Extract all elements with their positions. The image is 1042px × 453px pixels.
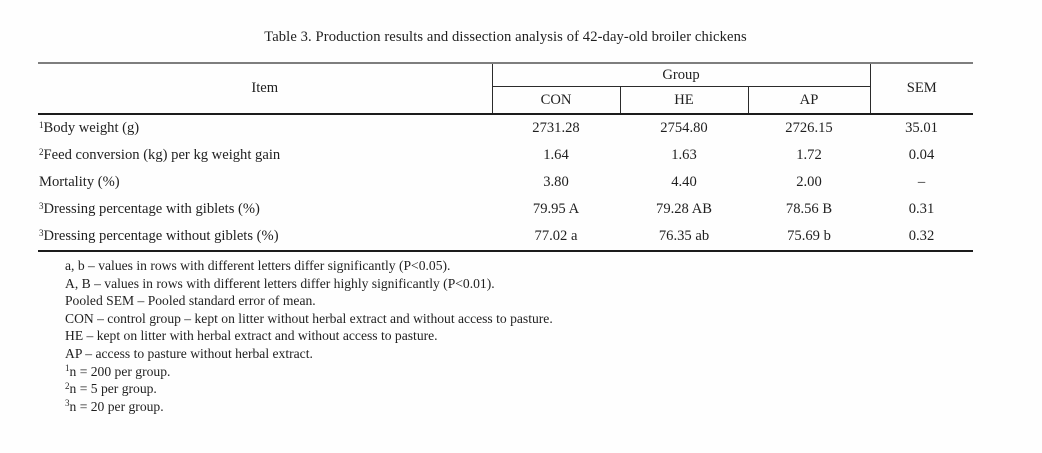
footnote-text: n = 5 per group. bbox=[69, 381, 157, 397]
cell-con: 79.95 A bbox=[532, 201, 580, 217]
production-results-table: Item Group SEM CON HE AP 1Body weight (g… bbox=[38, 62, 973, 252]
cell-he: 79.28 AB bbox=[656, 201, 712, 217]
footnote-marker: 3 bbox=[39, 200, 44, 211]
footnote-line: 1n = 200 per group. bbox=[65, 363, 553, 381]
cell-he: 4.40 bbox=[671, 174, 697, 190]
footnote-marker: 3 bbox=[65, 398, 70, 409]
footnote-text: Pooled SEM – Pooled standard error of me… bbox=[65, 293, 316, 309]
column-header-sem: SEM bbox=[869, 63, 973, 115]
footnote-marker: 2 bbox=[65, 380, 70, 391]
row-label-text: Mortality (%) bbox=[39, 174, 120, 190]
footnote-text: AP – access to pasture without herbal ex… bbox=[65, 345, 313, 361]
table-title: Table 3. Production results and dissecti… bbox=[264, 29, 747, 45]
footnote-text: n = 20 per group. bbox=[69, 398, 164, 414]
row-label: Mortality (%) bbox=[38, 169, 492, 196]
row-label: 1Body weight (g) bbox=[38, 114, 492, 142]
cell-ap: 2726.15 bbox=[785, 120, 833, 136]
cell-con: 1.64 bbox=[543, 147, 569, 163]
footnote-marker: 2 bbox=[39, 146, 44, 157]
table-row: 1Body weight (g) 2731.28 2754.80 2726.15… bbox=[38, 114, 973, 142]
table-footnotes: a, b – values in rows with different let… bbox=[65, 257, 553, 415]
table-row: 2Feed conversion (kg) per kg weight gain… bbox=[38, 142, 973, 169]
cell-con: 3.80 bbox=[543, 174, 569, 190]
row-label: 3Dressing percentage without giblets (%) bbox=[38, 223, 492, 252]
row-label-text: Feed conversion (kg) per kg weight gain bbox=[43, 147, 281, 163]
column-header-ap: AP bbox=[748, 86, 870, 115]
column-header-con: CON bbox=[492, 86, 621, 115]
table-body: 1Body weight (g) 2731.28 2754.80 2726.15… bbox=[38, 114, 973, 252]
column-header-item: Item bbox=[38, 63, 493, 115]
cell-sem: 0.32 bbox=[870, 223, 973, 252]
table-row: Mortality (%) 3.80 4.40 2.00 – bbox=[38, 169, 973, 196]
cell-ap: 1.72 bbox=[796, 147, 822, 163]
footnote-text: a, b – values in rows with different let… bbox=[65, 258, 451, 273]
footnote-text: HE – kept on litter with herbal extract … bbox=[65, 328, 438, 344]
footnote-marker: 1 bbox=[65, 363, 70, 374]
footnote-line: 3n = 20 per group. bbox=[65, 398, 553, 416]
row-label-text: Dressing percentage with giblets (%) bbox=[43, 201, 260, 217]
table-header: Item Group SEM CON HE AP bbox=[38, 63, 973, 115]
footnote-line: HE – kept on litter with herbal extract … bbox=[65, 327, 553, 345]
footnote-line: Pooled SEM – Pooled standard error of me… bbox=[65, 292, 553, 310]
footnote-marker: 1 bbox=[39, 119, 44, 130]
cell-sem: 0.31 bbox=[908, 201, 935, 217]
row-label-text: Body weight (g) bbox=[43, 120, 140, 136]
footnote-text: n = 200 per group. bbox=[69, 363, 171, 379]
cell-ap: 78.56 B bbox=[785, 201, 833, 217]
footnote-text: CON – control group – kept on litter wit… bbox=[65, 310, 553, 326]
cell-sem: 0.04 bbox=[908, 147, 935, 163]
cell-con: 77.02 a bbox=[492, 223, 620, 252]
footnote-line: a, b – values in rows with different let… bbox=[65, 257, 553, 275]
table-row: 3Dressing percentage without giblets (%)… bbox=[38, 223, 973, 252]
footnote-text: A, B – values in rows with different let… bbox=[65, 275, 495, 291]
cell-sem: – bbox=[917, 174, 926, 190]
cell-con: 2731.28 bbox=[532, 120, 580, 136]
footnote-line: AP – access to pasture without herbal ex… bbox=[65, 345, 553, 363]
footnote-line: A, B – values in rows with different let… bbox=[65, 275, 553, 293]
table-row: 3Dressing percentage with giblets (%) 79… bbox=[38, 196, 973, 223]
column-header-he: HE bbox=[620, 86, 749, 115]
cell-ap: 75.69 b bbox=[748, 223, 870, 252]
cell-he: 1.63 bbox=[671, 147, 697, 163]
cell-he: 76.35 ab bbox=[620, 223, 748, 252]
footnote-line: CON – control group – kept on litter wit… bbox=[65, 310, 553, 328]
footnote-line: 2n = 5 per group. bbox=[65, 380, 553, 398]
footnote-marker: 3 bbox=[39, 227, 44, 238]
cell-ap: 2.00 bbox=[796, 174, 822, 190]
cell-he: 2754.80 bbox=[660, 120, 708, 136]
column-header-group: Group bbox=[492, 63, 870, 87]
cell-sem: 35.01 bbox=[905, 120, 938, 136]
row-label: 3Dressing percentage with giblets (%) bbox=[38, 196, 492, 223]
row-label-text: Dressing percentage without giblets (%) bbox=[43, 228, 279, 244]
row-label: 2Feed conversion (kg) per kg weight gain bbox=[38, 142, 492, 169]
